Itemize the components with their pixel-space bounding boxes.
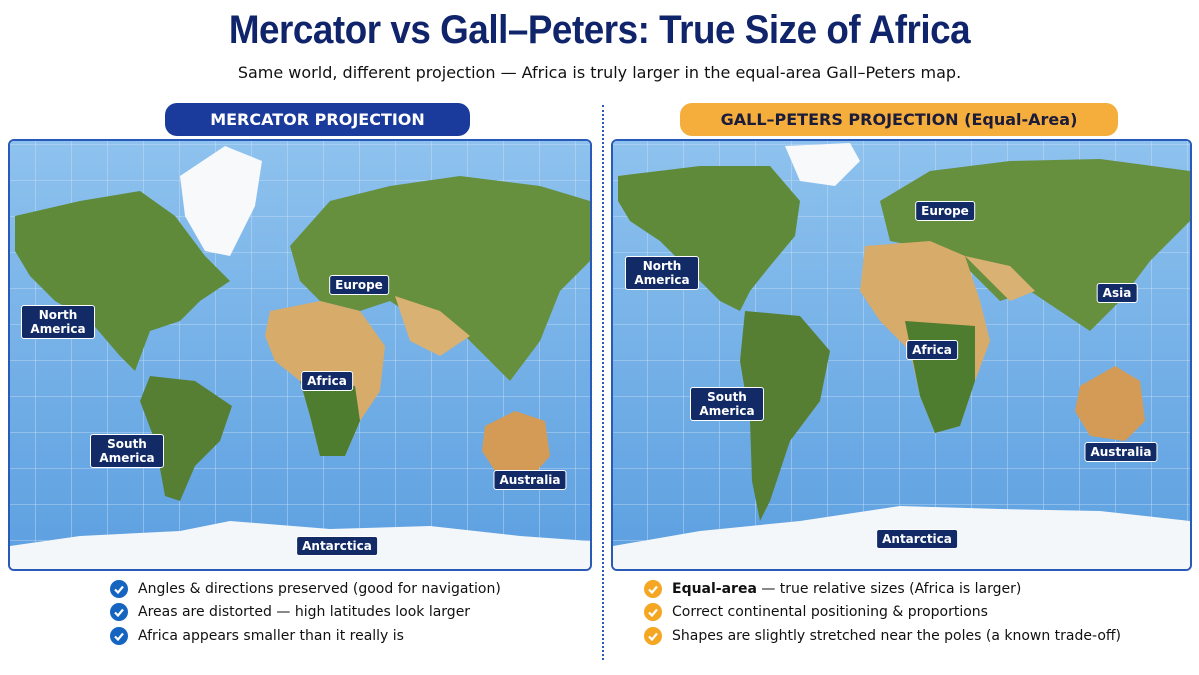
check-icon <box>644 603 662 621</box>
bullet-text: Correct continental positioning & propor… <box>672 604 988 620</box>
map-label: Europe <box>915 201 975 221</box>
map-label: South America <box>90 434 164 468</box>
map-label: Australia <box>1084 442 1158 462</box>
bullet-text: Africa appears smaller than it really is <box>138 628 404 644</box>
bullet: Angles & directions preserved (good for … <box>110 580 501 598</box>
map-label: Africa <box>906 340 958 360</box>
check-icon <box>110 603 128 621</box>
map-label: Asia <box>1096 283 1138 303</box>
bullet-text: Shapes are slightly stretched near the p… <box>672 628 1121 644</box>
panel-label: GALL–PETERS PROJECTION (Equal-Area) <box>680 103 1118 136</box>
gall-peters-map <box>611 139 1192 571</box>
bullet-bold: Equal-area <box>672 581 757 597</box>
panel-label: MERCATOR PROJECTION <box>165 103 470 136</box>
map-label: Africa <box>301 371 353 391</box>
bullet-text: — true relative sizes (Africa is larger) <box>761 581 1022 597</box>
bullet: Areas are distorted — high latitudes loo… <box>110 603 470 621</box>
map-label: Antarctica <box>876 529 958 549</box>
map-label: North America <box>625 256 699 290</box>
map-label: Antarctica <box>296 536 378 556</box>
mercator-map <box>8 139 592 571</box>
title: Mercator vs Gall–Peters: True Size of Af… <box>228 8 971 52</box>
bullet-text: Areas are distorted — high latitudes loo… <box>138 604 471 620</box>
check-icon <box>110 627 128 645</box>
subtitle: Same world, different projection — Afric… <box>237 63 962 82</box>
map-label: Australia <box>493 470 567 490</box>
map-label: Europe <box>329 275 389 295</box>
bullet: Equal-area — true relative sizes (Africa… <box>644 580 1021 598</box>
bullet-text: Angles & directions preserved (good for … <box>138 581 501 597</box>
check-icon <box>644 580 662 598</box>
bullet: Shapes are slightly stretched near the p… <box>644 627 1121 645</box>
bullet: Correct continental positioning & propor… <box>644 603 988 621</box>
map-label: South America <box>690 387 764 421</box>
bullet-text: Equal-area — true relative sizes (Africa… <box>672 581 1021 597</box>
divider <box>602 105 604 660</box>
check-icon <box>110 580 128 598</box>
map-label: North America <box>21 305 95 339</box>
bullet: Africa appears smaller than it really is <box>110 627 404 645</box>
check-icon <box>644 627 662 645</box>
